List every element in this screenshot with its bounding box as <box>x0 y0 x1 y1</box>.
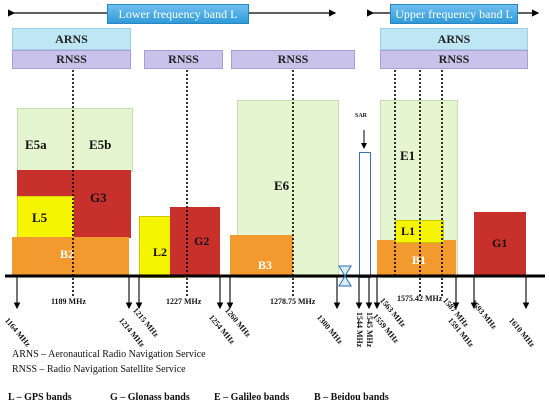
footer-galileo: E – Galileo bands <box>214 392 290 403</box>
l1-label: L1 <box>401 224 416 238</box>
b2-block <box>12 237 129 275</box>
rnss-e6-header: RNSS <box>231 50 355 69</box>
sar-label: SAR <box>355 113 368 119</box>
rnss-upper-header: RNSS <box>380 50 528 69</box>
footer-glonass: G – Glonass bands <box>110 392 190 403</box>
e6-label: E6 <box>274 178 290 193</box>
lower-band-label: Lower frequency band L <box>107 4 249 24</box>
footer-gps: L – GPS bands <box>8 392 72 403</box>
legend-arns: ARNS – Aeronautical Radio Navigation Ser… <box>12 349 206 360</box>
g1-label: G1 <box>492 236 508 250</box>
freq-1278: 1278.75 MHz <box>270 297 316 306</box>
b2-label: B2 <box>60 247 75 261</box>
g2-block <box>170 207 220 276</box>
g1-block <box>474 212 526 275</box>
gap-marker <box>338 265 352 287</box>
b1-block <box>377 240 456 276</box>
l5-label: L5 <box>32 210 48 225</box>
e1-label: E1 <box>400 148 416 163</box>
freq-1575: 1575.42 MHz <box>397 294 443 303</box>
g2-label: G2 <box>194 234 210 248</box>
g3-label: G3 <box>90 190 107 205</box>
l2-label: L2 <box>153 245 168 259</box>
legend-rnss: RNSS – Radio Navigation Satellite Servic… <box>12 364 186 375</box>
rnss-mid-header: RNSS <box>144 50 223 69</box>
footer-beidou: B – Beidou bands <box>314 392 389 403</box>
arns-upper-header: ARNS <box>380 28 528 50</box>
freq-1189: 1189 MHz <box>51 297 86 306</box>
freq-1544: 1544 MHz <box>355 312 364 348</box>
b3-block <box>230 235 293 276</box>
upper-band-label: Upper frequency band L <box>390 4 518 24</box>
e5b-label: E5b <box>89 137 112 152</box>
rnss-lower-header: RNSS <box>12 50 131 69</box>
e5a-label: E5a <box>25 137 47 152</box>
freq-1227: 1227 MHz <box>166 297 202 306</box>
e5-block <box>17 108 133 172</box>
b3-label: B3 <box>258 258 273 272</box>
b1-label: B1 <box>412 253 427 267</box>
arns-lower-header: ARNS <box>12 28 131 50</box>
